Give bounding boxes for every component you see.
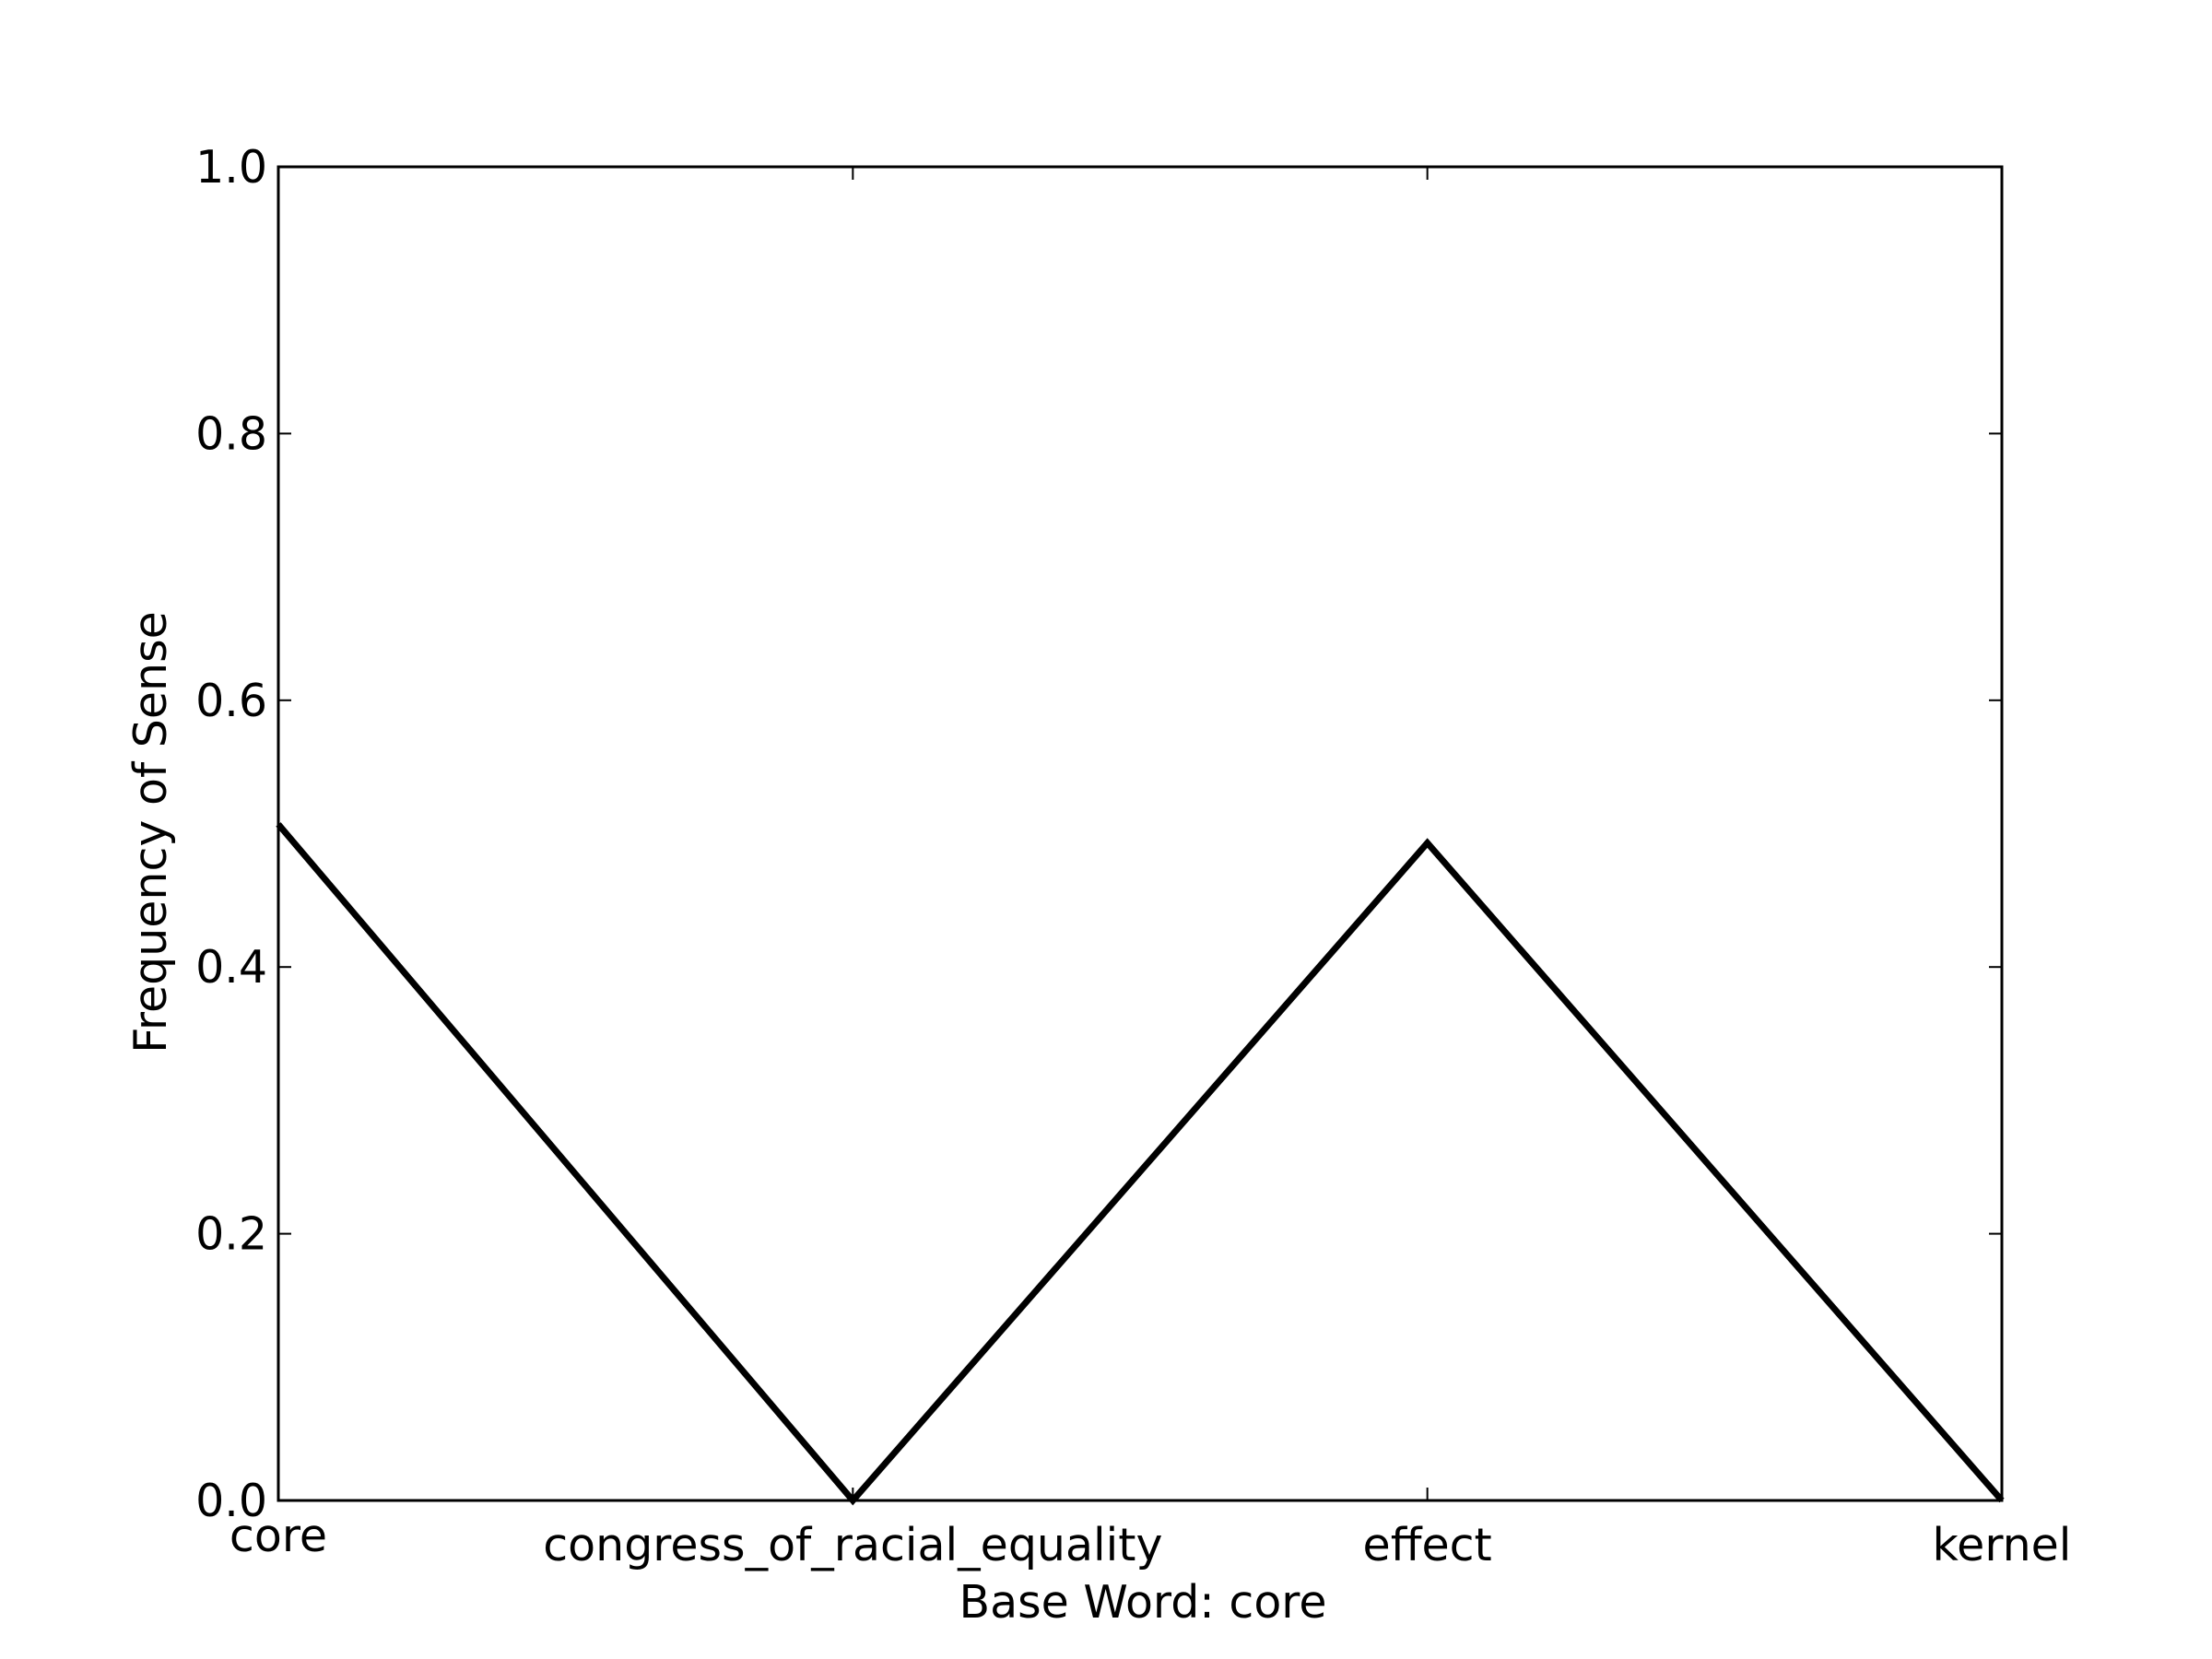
y-tick-label: 0.8 bbox=[195, 407, 267, 460]
x-axis-label: Base Word: core bbox=[959, 1576, 1326, 1629]
y-tick-label: 0.4 bbox=[195, 941, 267, 994]
x-tick-label: core bbox=[229, 1510, 327, 1562]
plot-marks bbox=[276, 822, 2005, 1506]
series-line-0 bbox=[276, 822, 2005, 1506]
tick-labels: core congress_of_racial_equality effect ker… bbox=[195, 141, 2071, 1571]
y-tick-label: 0.0 bbox=[195, 1475, 267, 1527]
x-tick-label: congress_of_racial_equality bbox=[543, 1519, 1162, 1571]
y-tick-label: 0.2 bbox=[195, 1208, 267, 1261]
plot-frame bbox=[276, 165, 2004, 1502]
y-axis-label: Frequency of Sense bbox=[124, 611, 177, 1053]
y-tick-label: 0.6 bbox=[195, 675, 267, 727]
x-tick-label: kernel bbox=[1933, 1519, 2072, 1571]
axis-ticks bbox=[277, 166, 2003, 1501]
y-tick-label: 1.0 bbox=[195, 141, 267, 194]
x-tick-label: effect bbox=[1363, 1519, 1492, 1571]
